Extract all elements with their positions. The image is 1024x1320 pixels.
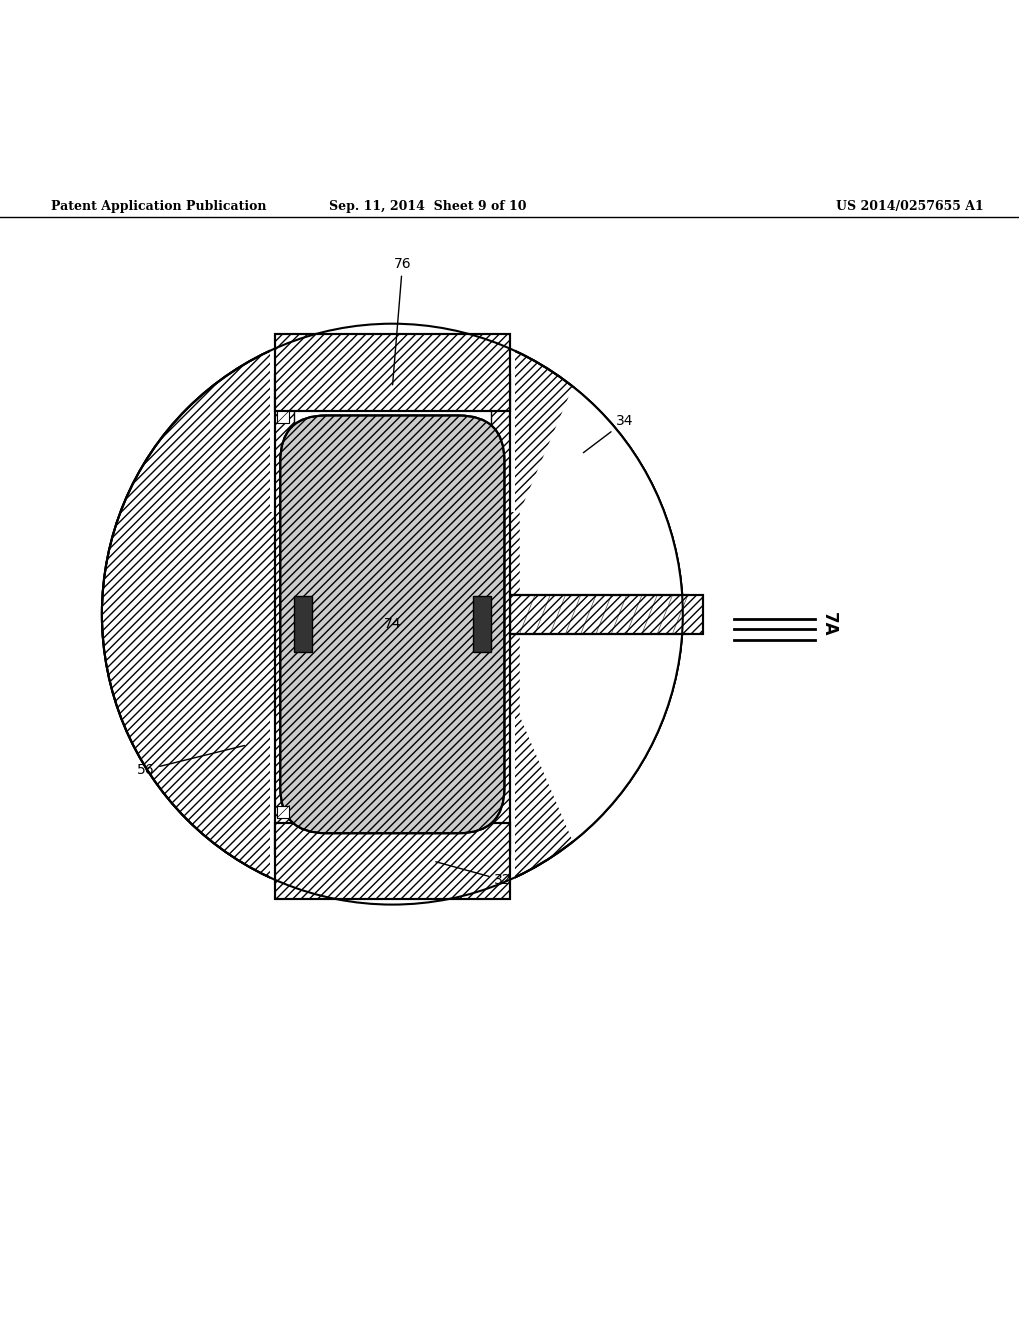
- Bar: [294, 375, 492, 393]
- Text: 7A: 7A: [820, 612, 839, 636]
- Text: US 2014/0257655 A1: US 2014/0257655 A1: [836, 201, 983, 213]
- Text: 34: 34: [584, 414, 634, 453]
- Bar: [294, 836, 492, 854]
- Bar: [275, 334, 510, 411]
- Bar: [270, 309, 515, 411]
- Text: Sep. 11, 2014  Sheet 9 of 10: Sep. 11, 2014 Sheet 9 of 10: [330, 201, 526, 213]
- Bar: [270, 803, 515, 904]
- FancyBboxPatch shape: [281, 416, 505, 833]
- Bar: [275, 334, 510, 411]
- Bar: [473, 597, 492, 652]
- Polygon shape: [520, 387, 683, 842]
- Bar: [294, 597, 312, 652]
- Bar: [278, 411, 290, 422]
- Bar: [510, 595, 703, 634]
- Bar: [294, 393, 492, 836]
- Bar: [510, 595, 703, 634]
- Text: 76: 76: [392, 256, 412, 385]
- Circle shape: [102, 323, 683, 904]
- Polygon shape: [270, 715, 515, 925]
- Polygon shape: [270, 304, 515, 512]
- Bar: [275, 375, 510, 854]
- Text: 56: 56: [136, 746, 245, 777]
- Text: 74: 74: [384, 618, 401, 631]
- Bar: [278, 805, 290, 818]
- Bar: [275, 375, 510, 854]
- Bar: [275, 824, 510, 899]
- Text: 32: 32: [436, 862, 512, 887]
- Text: Patent Application Publication: Patent Application Publication: [51, 201, 266, 213]
- Bar: [275, 824, 510, 899]
